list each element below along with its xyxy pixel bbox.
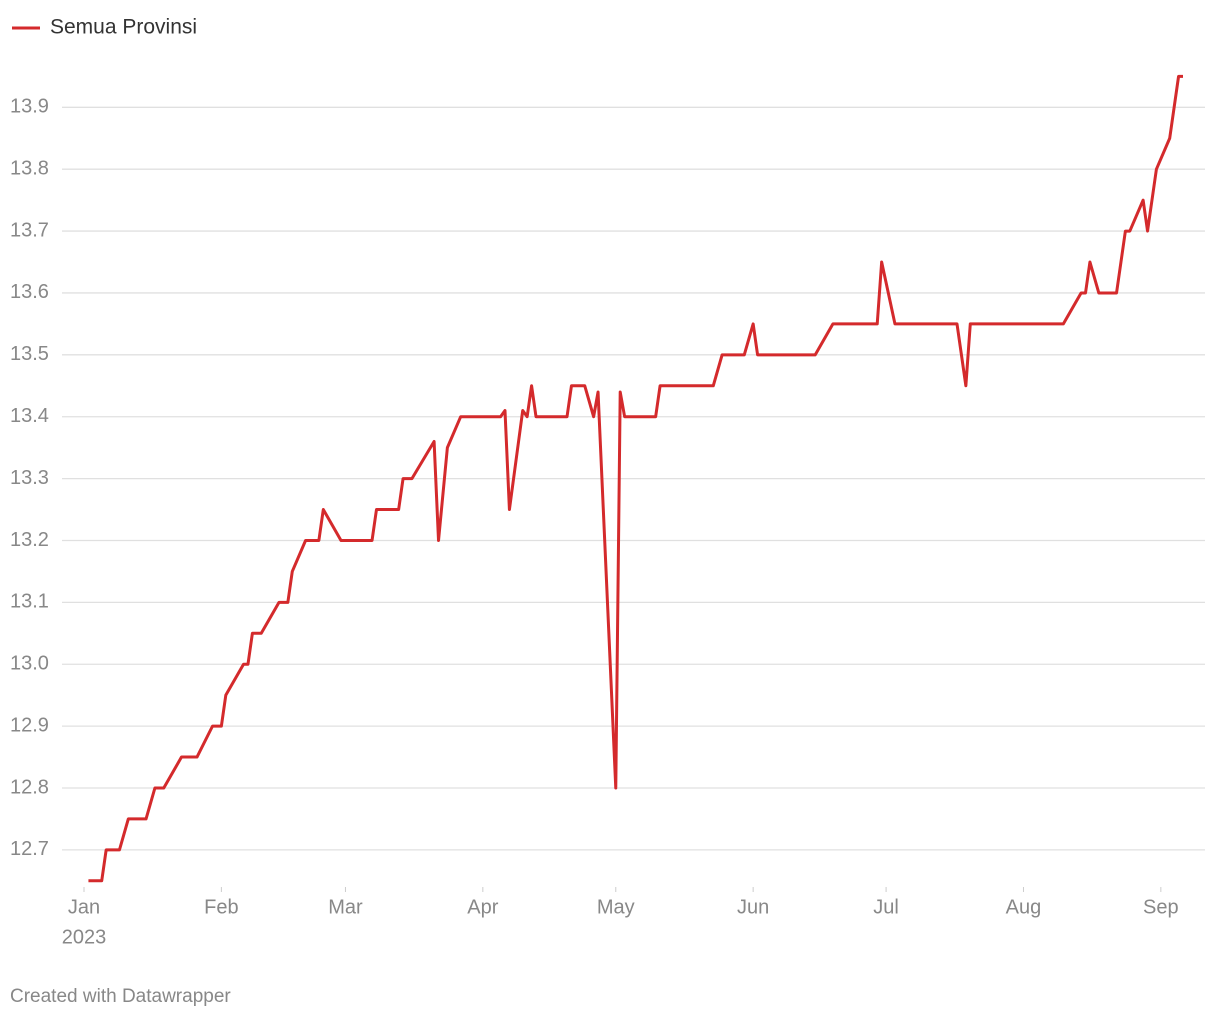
y-tick-label: 12.9 <box>10 714 49 736</box>
y-tick-label: 13.6 <box>10 281 49 303</box>
x-tick-label: Mar <box>328 896 363 918</box>
y-tick-label: 13.8 <box>10 157 49 179</box>
y-tick-label: 13.7 <box>10 219 49 241</box>
y-tick-label: 13.4 <box>10 405 49 427</box>
x-tick-label: May <box>597 896 635 918</box>
y-tick-label: 13.0 <box>10 653 49 675</box>
footer: Created with Datawrapper <box>10 986 231 1007</box>
x-tick-label: Jun <box>737 896 769 918</box>
y-tick-label: 13.3 <box>10 467 49 489</box>
y-tick-label: 12.8 <box>10 776 49 798</box>
y-tick-label: 13.5 <box>10 343 49 365</box>
x-tick-label: Apr <box>467 896 498 918</box>
x-tick-label: Sep <box>1143 896 1179 918</box>
y-tick-label: 13.9 <box>10 96 49 118</box>
x-tick-label: Jul <box>873 896 899 918</box>
legend-label: Semua Provinsi <box>50 16 197 39</box>
x-tick-label: Feb <box>204 896 238 918</box>
y-tick-label: 13.2 <box>10 529 49 551</box>
x-year-label: 2023 <box>62 926 107 948</box>
y-tick-label: 12.7 <box>10 838 49 860</box>
data-line <box>88 74 1183 883</box>
y-tick-label: 13.1 <box>10 591 49 613</box>
x-tick-label: Jan <box>68 896 100 918</box>
x-tick-label: Aug <box>1006 896 1042 918</box>
